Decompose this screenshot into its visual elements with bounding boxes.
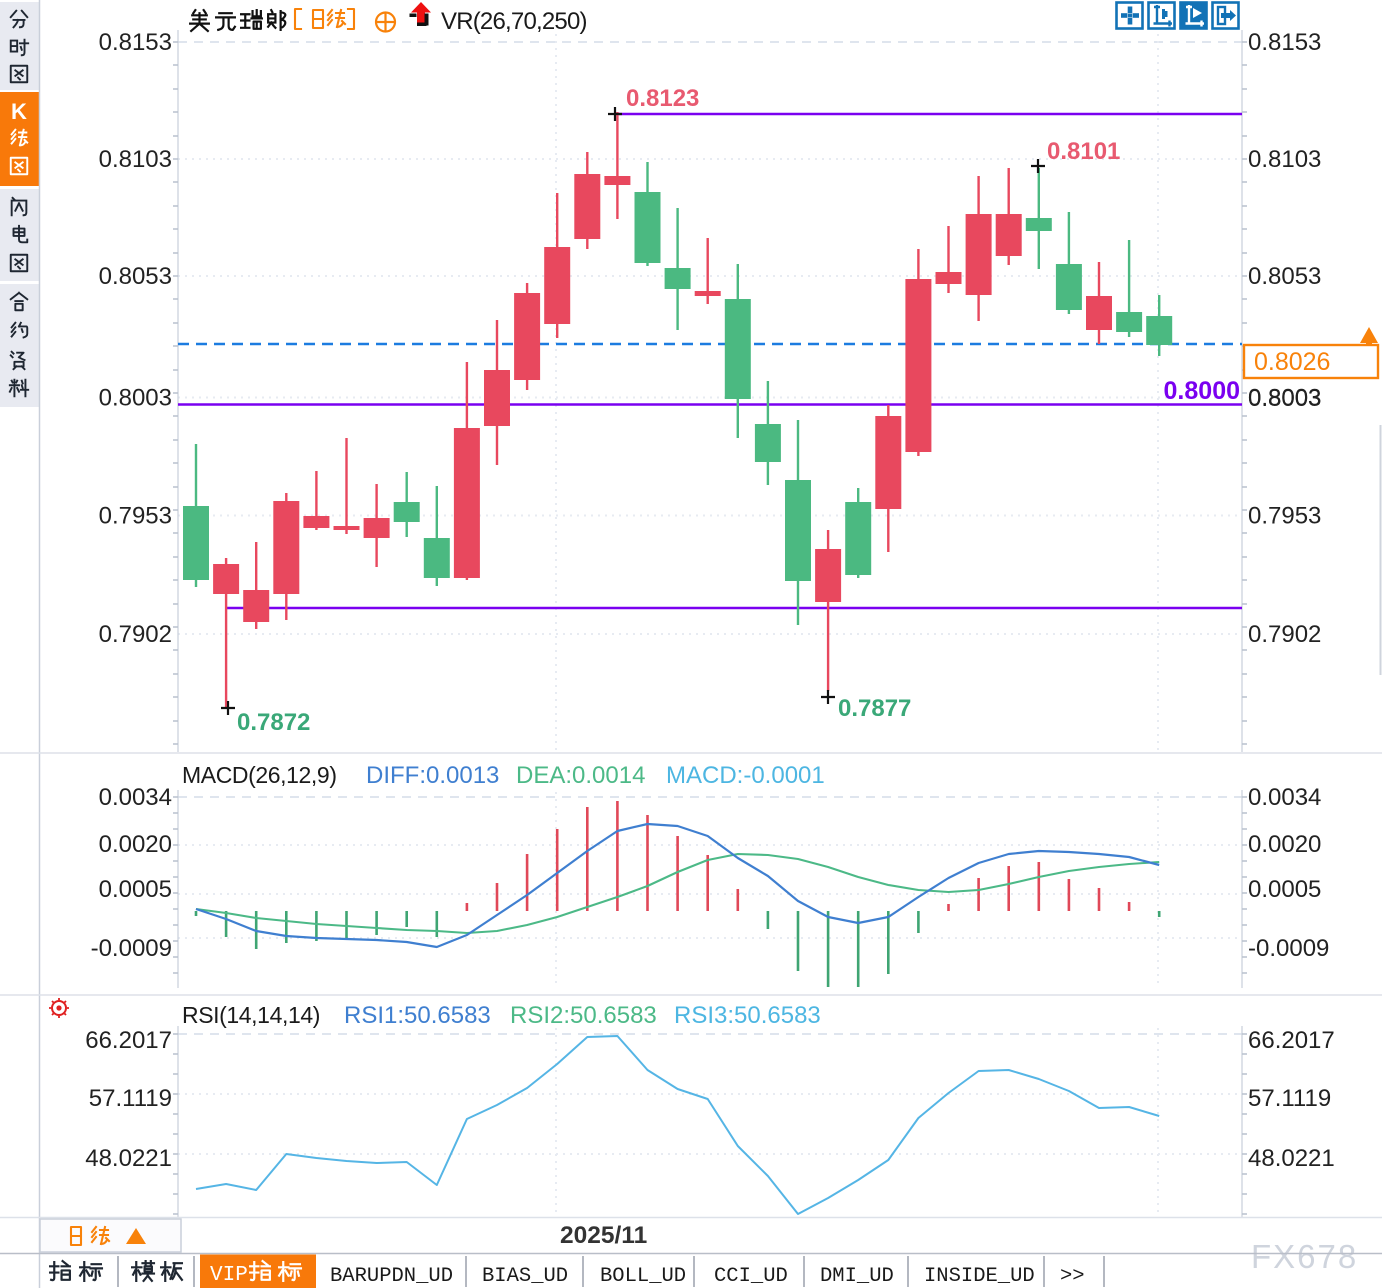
svg-text:MACD:-0.0001: MACD:-0.0001	[666, 762, 825, 789]
svg-text:66.2017: 66.2017	[1248, 1027, 1335, 1054]
svg-text:RSI3:50.6583: RSI3:50.6583	[674, 1002, 821, 1029]
svg-text:BIAS_UD: BIAS_UD	[482, 1265, 568, 1288]
svg-text:BARUPDN_UD: BARUPDN_UD	[330, 1265, 453, 1288]
svg-text:0.7902: 0.7902	[1248, 621, 1321, 648]
svg-text:FX678: FX678	[1251, 1238, 1358, 1275]
svg-text:INSIDE_UD: INSIDE_UD	[924, 1265, 1035, 1288]
svg-text:0.8123: 0.8123	[626, 85, 699, 112]
svg-text:0.8101: 0.8101	[1047, 138, 1120, 165]
svg-text:CCI_UD: CCI_UD	[714, 1265, 788, 1288]
svg-text:0.7902: 0.7902	[99, 621, 172, 648]
svg-text:RSI1:50.6583: RSI1:50.6583	[344, 1002, 491, 1029]
svg-text:-0.0009: -0.0009	[1248, 935, 1329, 962]
svg-text:0.8053: 0.8053	[1248, 263, 1321, 290]
svg-text:2025/11: 2025/11	[560, 1222, 647, 1249]
svg-text:0.8000: 0.8000	[1164, 377, 1240, 405]
svg-text:0.7953: 0.7953	[1248, 503, 1321, 530]
svg-text:0.0005: 0.0005	[1248, 876, 1321, 903]
svg-text:0.8003: 0.8003	[99, 385, 172, 412]
svg-text:0.7953: 0.7953	[99, 503, 172, 530]
svg-text:0.8153: 0.8153	[99, 29, 172, 56]
svg-text:BOLL_UD: BOLL_UD	[600, 1265, 686, 1288]
svg-text:57.1119: 57.1119	[1248, 1085, 1331, 1112]
svg-text:0.0034: 0.0034	[1248, 784, 1321, 811]
svg-text:VIP: VIP	[210, 1264, 248, 1287]
svg-text:0.7872: 0.7872	[237, 709, 310, 736]
svg-text:0.8103: 0.8103	[1248, 146, 1321, 173]
svg-text:0.8153: 0.8153	[1248, 29, 1321, 56]
svg-text:-0.0009: -0.0009	[91, 935, 172, 962]
svg-text:K: K	[11, 99, 27, 124]
svg-text:RSI(14,14,14): RSI(14,14,14)	[182, 1002, 320, 1028]
svg-text:MACD(26,12,9): MACD(26,12,9)	[182, 762, 337, 788]
svg-text:0.8003: 0.8003	[1248, 385, 1321, 412]
svg-text:0.8026: 0.8026	[1254, 348, 1330, 376]
svg-text:DEA:0.0014: DEA:0.0014	[516, 762, 645, 789]
svg-text:0.0020: 0.0020	[99, 831, 172, 858]
svg-text:0.0020: 0.0020	[1248, 831, 1321, 858]
svg-text:0.8103: 0.8103	[99, 146, 172, 173]
svg-text:>>: >>	[1060, 1265, 1085, 1288]
svg-text:57.1119: 57.1119	[89, 1085, 172, 1112]
svg-text:0.8003: 0.8003	[1248, 385, 1321, 412]
svg-text:VR(26,70,250): VR(26,70,250)	[441, 8, 587, 35]
svg-text:0.8053: 0.8053	[99, 263, 172, 290]
svg-text:0.0005: 0.0005	[99, 876, 172, 903]
svg-text:0.0034: 0.0034	[99, 784, 172, 811]
svg-text:DIFF:0.0013: DIFF:0.0013	[366, 762, 499, 789]
svg-text:48.0221: 48.0221	[85, 1145, 172, 1172]
svg-text:0.7877: 0.7877	[838, 695, 911, 722]
svg-text:RSI2:50.6583: RSI2:50.6583	[510, 1002, 657, 1029]
svg-text:48.0221: 48.0221	[1248, 1145, 1335, 1172]
svg-text:66.2017: 66.2017	[85, 1027, 172, 1054]
svg-text:DMI_UD: DMI_UD	[820, 1265, 894, 1288]
